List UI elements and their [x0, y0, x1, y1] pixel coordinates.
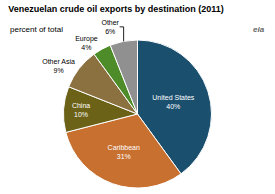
svg-text:China10%: China10%	[72, 102, 90, 118]
svg-text:United States40%: United States40%	[152, 94, 195, 110]
svg-text:Caribbean31%: Caribbean31%	[108, 144, 140, 160]
svg-text:percent of total: percent of total	[10, 25, 63, 34]
svg-text:Europe4%: Europe4%	[75, 35, 98, 51]
svg-text:Other6%: Other6%	[101, 19, 119, 35]
svg-text:Venezuelan crude oil exports b: Venezuelan crude oil exports by destinat…	[8, 4, 224, 14]
svg-text:eia: eia	[253, 25, 265, 34]
svg-text:Other Asia9%: Other Asia9%	[42, 58, 75, 74]
